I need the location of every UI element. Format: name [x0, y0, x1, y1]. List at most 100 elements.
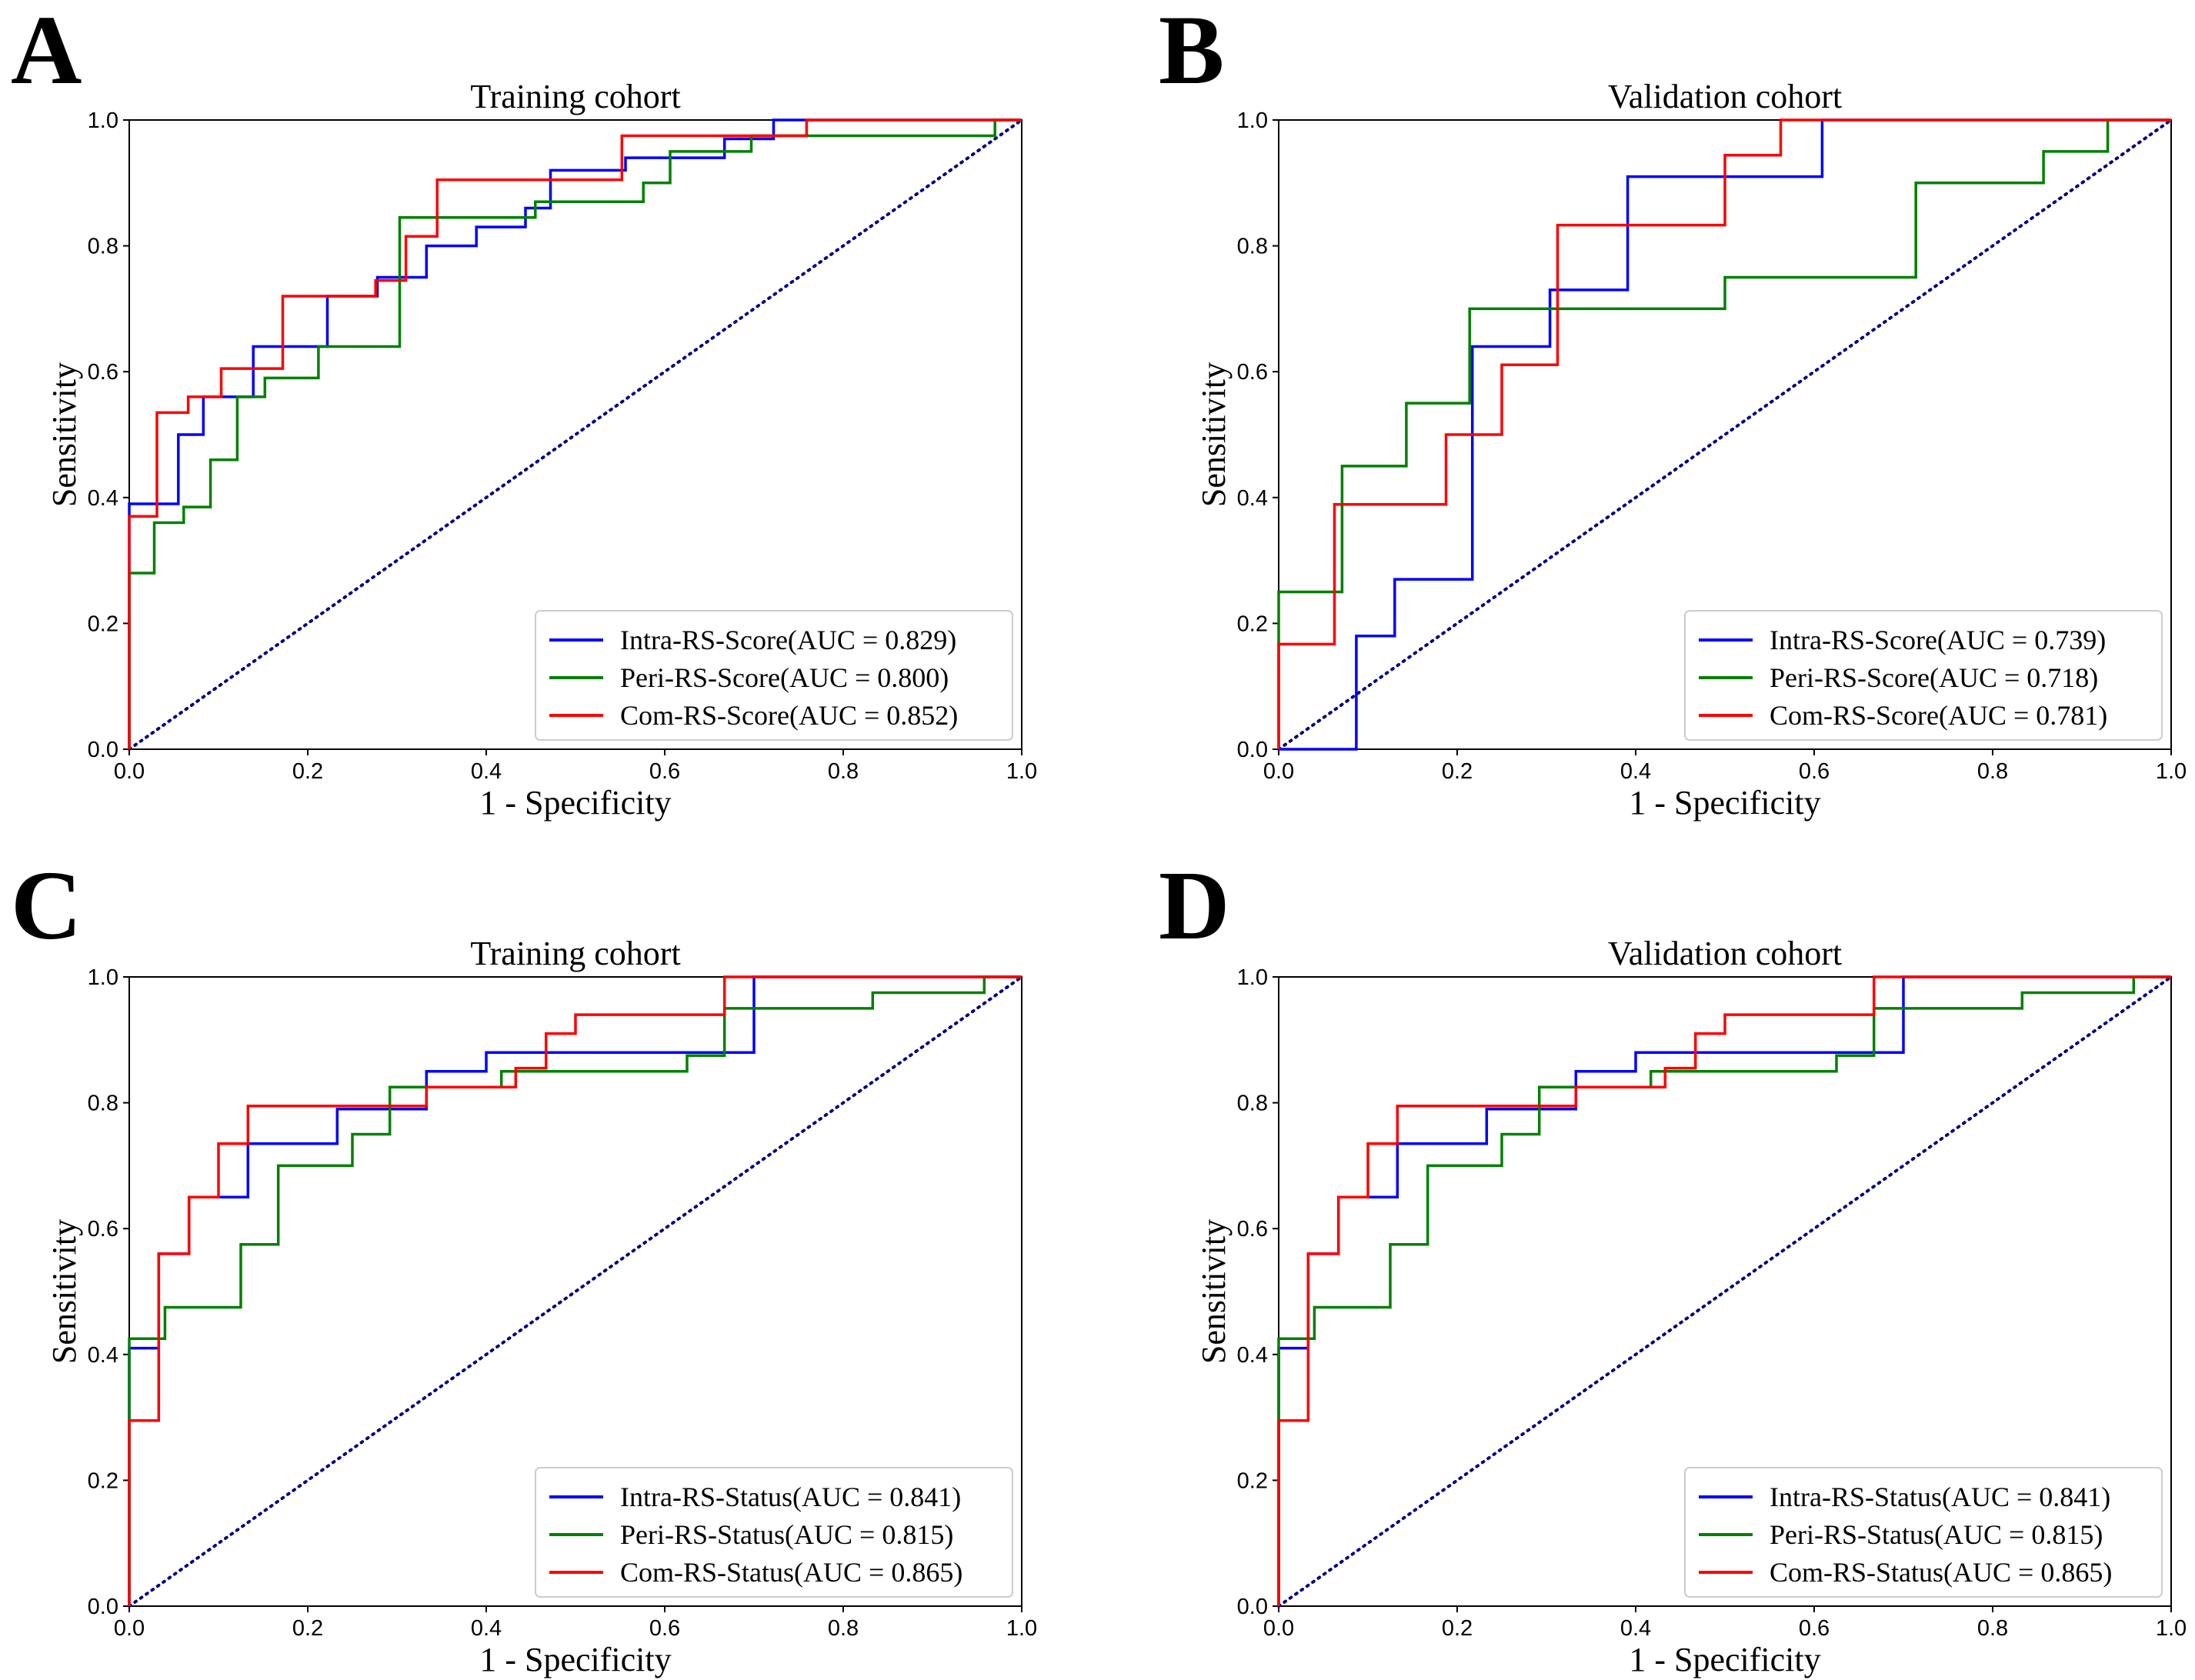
chance-diagonal [128, 118, 1023, 751]
x-tick-label: 0.4 [1620, 759, 1651, 784]
x-tick-label: 0.4 [471, 759, 502, 784]
plot-frame [128, 976, 1022, 1607]
x-tick-label: 1.0 [2156, 1616, 2187, 1641]
roc-curve-peri [1277, 975, 2171, 1606]
x-axis-label: 1 - Specificity [479, 1641, 671, 1678]
x-axis-label: 1 - Specificity [1629, 1641, 1820, 1678]
panel-letter-d: D [1159, 851, 1229, 960]
legend: Intra-RS-Status(AUC = 0.841) Peri-RS-Stat… [1684, 1467, 2163, 1598]
x-tick-label: 0.0 [114, 759, 145, 784]
legend-entry: Com-RS-Status(AUC = 0.865) [1770, 1557, 2112, 1588]
panel-d: D Validation cohort 0.0 0.2 0.4 0.6 0.8 1.0 0.0 0… [1159, 851, 2187, 1678]
y-tick-label: 0.6 [88, 1217, 118, 1242]
roc-curve-intra [1279, 118, 2171, 751]
x-tick-label: 0.8 [1977, 759, 2008, 784]
roc-curve-com [128, 975, 1022, 1606]
x-tick-label: 0.2 [1442, 759, 1473, 784]
legend-entry: Peri-RS-Score(AUC = 0.718) [1770, 662, 2098, 693]
legend-entry: Com-RS-Score(AUC = 0.781) [1770, 700, 2107, 731]
x-tick-label: 0.2 [1442, 1616, 1473, 1641]
y-tick-label: 0.6 [88, 360, 118, 385]
chart-title: Training cohort [470, 935, 680, 972]
roc-curve-peri [1277, 118, 2171, 749]
y-tick-label: 1.0 [88, 108, 118, 133]
panel-c: C Training cohort 0.0 0.2 0.4 0.6 0.8 1.0 0.0 0.2… [11, 851, 1037, 1678]
roc-curve-com [1277, 118, 2171, 749]
x-tick-label: 0.6 [1799, 1616, 1830, 1641]
panel-b: B Validation cohort 0.0 0.2 0.4 0.6 0.8 1.0 0.0 0… [1159, 0, 2187, 822]
legend-entry: Intra-RS-Status(AUC = 0.841) [1770, 1482, 2110, 1512]
x-tick-label: 0.6 [1799, 759, 1830, 784]
y-tick-label: 0.8 [1237, 1092, 1268, 1116]
chance-diagonal [128, 975, 1023, 1608]
legend-entry: Com-RS-Status(AUC = 0.865) [620, 1557, 962, 1588]
y-tick-label: 0.2 [88, 612, 118, 636]
y-tick-label: 0.2 [1237, 612, 1268, 636]
legend-entry: Intra-RS-Status(AUC = 0.841) [620, 1482, 961, 1512]
legend-entry: Intra-RS-Score(AUC = 0.739) [1770, 625, 2106, 655]
y-tick-label: 0.8 [88, 235, 118, 259]
x-tick-label: 0.4 [471, 1616, 502, 1641]
y-tick-label: 0.8 [88, 1092, 118, 1116]
y-tick-label: 0.6 [1237, 1217, 1268, 1242]
x-tick-label: 0.0 [1263, 759, 1294, 784]
legend-box [535, 1467, 1013, 1598]
y-tick-label: 0.6 [1237, 360, 1268, 385]
legend-box [535, 610, 1013, 741]
y-tick-label: 1.0 [88, 965, 118, 990]
legend: Intra-RS-Score(AUC = 0.739) Peri-RS-Score… [1684, 610, 2163, 741]
panel-a: A Training cohort 0.0 0.2 0.4 0.6 0.8 1.0 0.0 0.2… [11, 0, 1037, 822]
x-tick-label: 0.6 [649, 759, 680, 784]
y-tick-label: 0.0 [88, 738, 118, 762]
y-tick-label: 0.8 [1237, 235, 1268, 259]
legend: Intra-RS-Status(AUC = 0.841) Peri-RS-Stat… [535, 1467, 1013, 1598]
roc-curve-com [128, 118, 1022, 749]
x-tick-label: 1.0 [2156, 759, 2187, 784]
x-tick-label: 0.8 [1977, 1616, 2008, 1641]
y-tick-label: 1.0 [1237, 108, 1268, 133]
x-tick-label: 1.0 [1006, 759, 1037, 784]
y-tick-label: 0.0 [1237, 1595, 1268, 1619]
x-tick-label: 0.2 [292, 759, 323, 784]
y-tick-label: 0.0 [1237, 738, 1268, 762]
legend-entry: Intra-RS-Score(AUC = 0.829) [620, 625, 956, 655]
plot-frame [1278, 119, 2172, 750]
roc-curve-intra [128, 118, 1022, 749]
roc-curve-peri [128, 118, 1022, 749]
legend-entry: Com-RS-Score(AUC = 0.852) [620, 700, 958, 731]
x-tick-label: 0.0 [1263, 1616, 1294, 1641]
x-tick-label: 0.6 [649, 1616, 680, 1641]
panel-letter-c: C [11, 851, 82, 960]
y-tick-label: 0.0 [88, 1595, 118, 1619]
x-tick-label: 0.8 [828, 1616, 859, 1641]
legend-entry: Peri-RS-Score(AUC = 0.800) [620, 662, 949, 693]
chance-diagonal [1277, 975, 2173, 1608]
panel-letter-b: B [1159, 0, 1224, 105]
chart-title: Validation cohort [1608, 78, 1842, 115]
chance-diagonal [1277, 118, 2173, 751]
panel-letter-a: A [11, 0, 82, 105]
x-tick-label: 0.0 [114, 1616, 145, 1641]
y-axis-label: Sensitivity [1195, 362, 1233, 507]
x-tick-label: 1.0 [1006, 1616, 1037, 1641]
roc-curve-com [1277, 975, 2171, 1606]
x-tick-label: 0.4 [1620, 1616, 1651, 1641]
y-tick-label: 1.0 [1237, 965, 1268, 990]
legend: Intra-RS-Score(AUC = 0.829) Peri-RS-Score… [535, 610, 1013, 741]
y-tick-label: 0.2 [88, 1468, 118, 1493]
legend-box [1684, 1467, 2163, 1598]
y-axis-label: Sensitivity [45, 362, 83, 507]
x-axis-label: 1 - Specificity [479, 784, 671, 822]
chart-title: Validation cohort [1608, 935, 1842, 972]
y-tick-label: 0.4 [1237, 486, 1268, 511]
plot-frame [128, 119, 1022, 750]
legend-entry: Peri-RS-Status(AUC = 0.815) [620, 1519, 953, 1550]
y-axis-label: Sensitivity [1195, 1219, 1233, 1364]
y-tick-label: 0.2 [1237, 1468, 1268, 1493]
y-tick-label: 0.4 [1237, 1343, 1268, 1368]
x-axis-label: 1 - Specificity [1629, 784, 1820, 822]
x-tick-label: 0.8 [828, 759, 859, 784]
x-tick-label: 0.2 [292, 1616, 323, 1641]
legend-box [1684, 610, 2163, 741]
